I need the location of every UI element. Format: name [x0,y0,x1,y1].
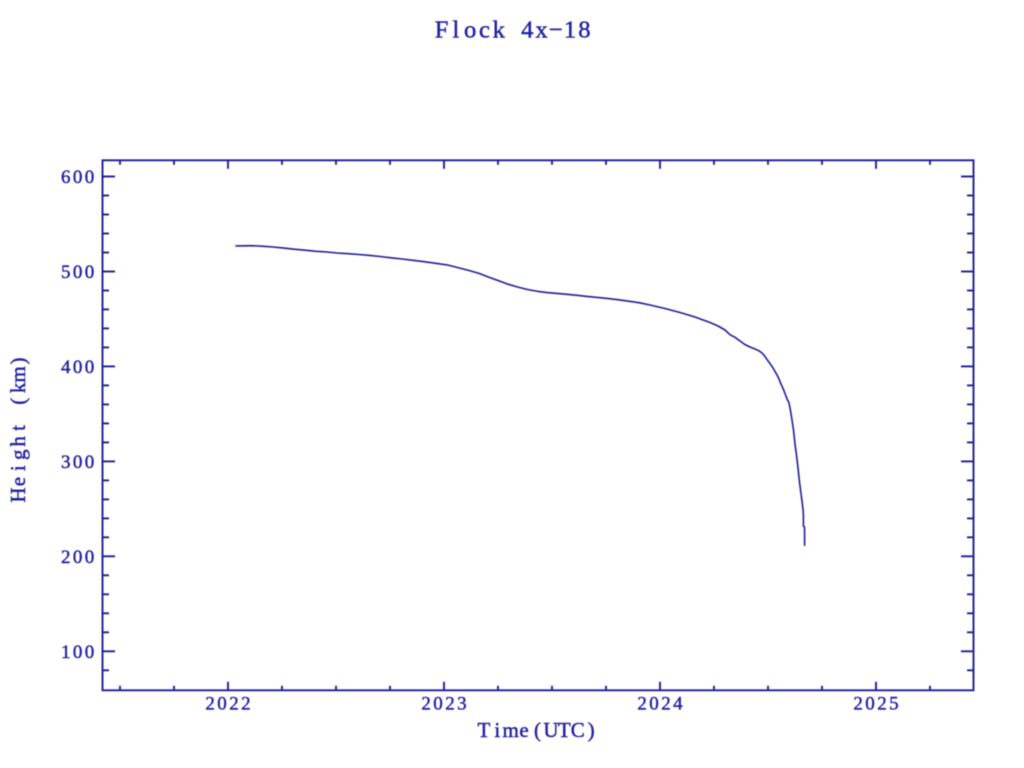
svg-text:2024: 2024 [637,694,683,715]
svg-text:600: 600 [61,167,94,188]
svg-text:Flock 4x−18: Flock 4x−18 [435,17,591,44]
svg-text:300: 300 [61,452,94,473]
svg-text:100: 100 [61,642,94,663]
svg-text:Height (km): Height (km) [6,358,30,503]
svg-text:400: 400 [61,357,94,378]
svg-text:500: 500 [61,262,94,283]
svg-text:Time(UTC): Time(UTC) [477,718,594,742]
svg-text:200: 200 [61,547,94,568]
